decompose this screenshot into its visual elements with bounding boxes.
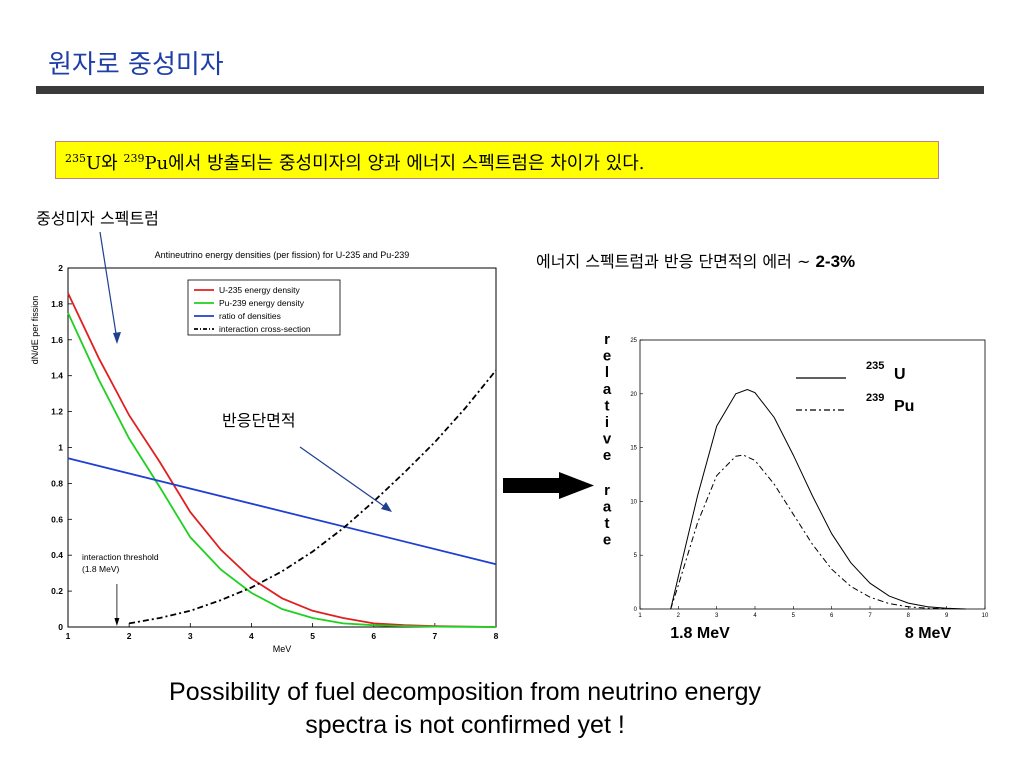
chart2-ytick-label: 20 <box>630 392 637 398</box>
chart2-xtick-label: 10 <box>982 613 989 619</box>
chart2-ylabel-char: r <box>604 331 610 348</box>
chart1-ytick-label: 1.8 <box>51 299 63 309</box>
chart2-ylabel-char: r <box>604 482 610 499</box>
caption-line-1: Possibility of fuel decomposition from n… <box>169 678 761 706</box>
chart2-ylabel-char: t <box>605 397 610 414</box>
chart2-legend: 235 U 239 Pu <box>796 360 914 415</box>
chart1-ytick-label: 0.4 <box>51 550 63 560</box>
chart2-ylabel-char: t <box>605 515 610 532</box>
chart2-ytick-label: 25 <box>630 338 637 344</box>
chart1-ylabel: dN/dE per fission <box>30 296 40 365</box>
transition-arrow-shaft <box>503 478 561 493</box>
chart1-ytick-label: 0.6 <box>51 514 63 524</box>
chart2-ytick-label: 10 <box>630 499 637 505</box>
chart2-xtick-label: 9 <box>945 613 949 619</box>
chart2-xtick-label: 3 <box>715 613 719 619</box>
chart1-ytick-label: 0.8 <box>51 478 63 488</box>
label-error-value: 2-3% <box>815 252 856 271</box>
banner-sup-pu: 239 <box>123 152 145 165</box>
chart2-ylabel-char: e <box>603 532 611 549</box>
chart1-xtick-label: 8 <box>494 631 499 641</box>
chart1-legend: U-235 energy density Pu-239 energy densit… <box>187 279 341 336</box>
chart2-ytick-label: 0 <box>634 607 638 613</box>
banner-text-1: U와 <box>86 153 124 174</box>
chart2-ylabel-char: v <box>603 431 612 448</box>
threshold-arrow-head <box>114 618 120 626</box>
chart2-bottom-label-2: 8 MeV <box>905 625 952 642</box>
label-cross-section: 반응단면적 <box>222 411 296 430</box>
threshold-label-2: (1.8 MeV) <box>82 564 119 574</box>
cross-pointer-arrow <box>299 446 389 510</box>
chart1-ytick-label: 1.6 <box>51 335 63 345</box>
cross-pointer-head <box>381 502 392 512</box>
chart1-ytick-label: 1.2 <box>51 407 63 417</box>
chart2-ylabel-char: a <box>603 381 612 398</box>
chart2-bottom-label-1: 1.8 MeV <box>670 625 730 642</box>
slide-title: 원자로 중성미자 <box>48 50 224 80</box>
energy-density-chart: Antineutrino energy densities (per fissi… <box>30 250 499 654</box>
chart1-xtick-label: 5 <box>310 631 315 641</box>
label-neutrino-spectrum: 중성미자 스펙트럼 <box>36 209 159 228</box>
threshold-annotation: interaction threshold (1.8 MeV) <box>82 552 159 626</box>
chart1-legend-label: Pu-239 energy density <box>219 298 305 308</box>
threshold-label-1: interaction threshold <box>82 552 159 562</box>
chart2-xtick-label: 6 <box>830 613 834 619</box>
transition-arrow <box>503 472 594 499</box>
caption-line-2: spectra is not confirmed yet ! <box>305 711 625 739</box>
chart1-xtick-label: 1 <box>66 631 71 641</box>
chart2-xtick-label: 8 <box>907 613 911 619</box>
chart2-legend-label: Pu <box>894 398 914 415</box>
banner-text-2: Pu에서 방출되는 중성미자의 양과 에너지 스펙트럼은 차이가 있다. <box>144 153 645 174</box>
chart1-xtick-label: 6 <box>371 631 376 641</box>
chart2-ylabel-char: l <box>605 364 609 381</box>
chart2-ylabel-char: i <box>605 414 609 431</box>
chart1-ytick-label: 1 <box>58 443 63 453</box>
slide-caption: Possibility of fuel decomposition from n… <box>70 676 860 742</box>
chart2-ylabel-char: e <box>603 447 611 464</box>
chart2-legend-label: U <box>894 366 906 383</box>
chart2-series-line-1 <box>670 388 966 610</box>
chart2-legend-sup: 235 <box>866 360 884 372</box>
chart1-title: Antineutrino energy densities (per fissi… <box>155 250 410 260</box>
chart1-legend-label: U-235 energy density <box>219 285 301 295</box>
chart2-ylabel-char: a <box>603 498 612 515</box>
chart2-xtick-label: 2 <box>677 613 681 619</box>
transition-arrow-head <box>559 472 594 499</box>
chart1-ytick-label: 1.4 <box>51 371 63 381</box>
chart1-ytick-label: 0 <box>58 622 63 632</box>
banner-sup-u: 235 <box>65 152 86 165</box>
chart2-ylabel-char: e <box>603 348 611 365</box>
spectrum-pointer-head <box>113 332 121 344</box>
label-error: 에너지 스펙트럼과 반응 단면적의 에러 ~ 2-3% <box>536 248 855 272</box>
chart1-legend-label: interaction cross-section <box>219 324 311 334</box>
chart1-series-line-4 <box>128 369 497 625</box>
spectrum-pointer-arrow <box>99 231 118 341</box>
chart1-ytick-label: 2 <box>58 263 63 273</box>
chart1-series-line-3 <box>67 457 497 566</box>
chart1-xtick-label: 4 <box>249 631 254 641</box>
chart2-series-line-2 <box>670 454 947 610</box>
chart2-xtick-label: 1 <box>638 613 642 619</box>
chart1-ytick-label: 0.2 <box>51 586 63 596</box>
chart1-xtick-label: 3 <box>188 631 193 641</box>
chart1-xtick-label: 2 <box>127 631 132 641</box>
chart2-plot-frame <box>639 339 986 610</box>
chart2-xtick-label: 7 <box>868 613 872 619</box>
chart2-xtick-label: 4 <box>753 613 757 619</box>
chart2-xtick-label: 5 <box>792 613 796 619</box>
chart2-ytick-label: 5 <box>634 553 638 559</box>
chart1-xtick-label: 7 <box>432 631 437 641</box>
chart2-legend-sup: 239 <box>866 392 884 404</box>
label-error-text: 에너지 스펙트럼과 반응 단면적의 에러 ~ <box>536 252 816 271</box>
title-divider <box>36 86 984 94</box>
chart2-ytick-label: 15 <box>630 446 637 452</box>
chart1-legend-label: ratio of densities <box>219 311 281 321</box>
chart1-xlabel: MeV <box>273 644 292 654</box>
chart1-series-line-2 <box>67 312 497 628</box>
info-banner: 235U와 239Pu에서 방출되는 중성미자의 양과 에너지 스펙트럼은 차이… <box>55 141 939 179</box>
